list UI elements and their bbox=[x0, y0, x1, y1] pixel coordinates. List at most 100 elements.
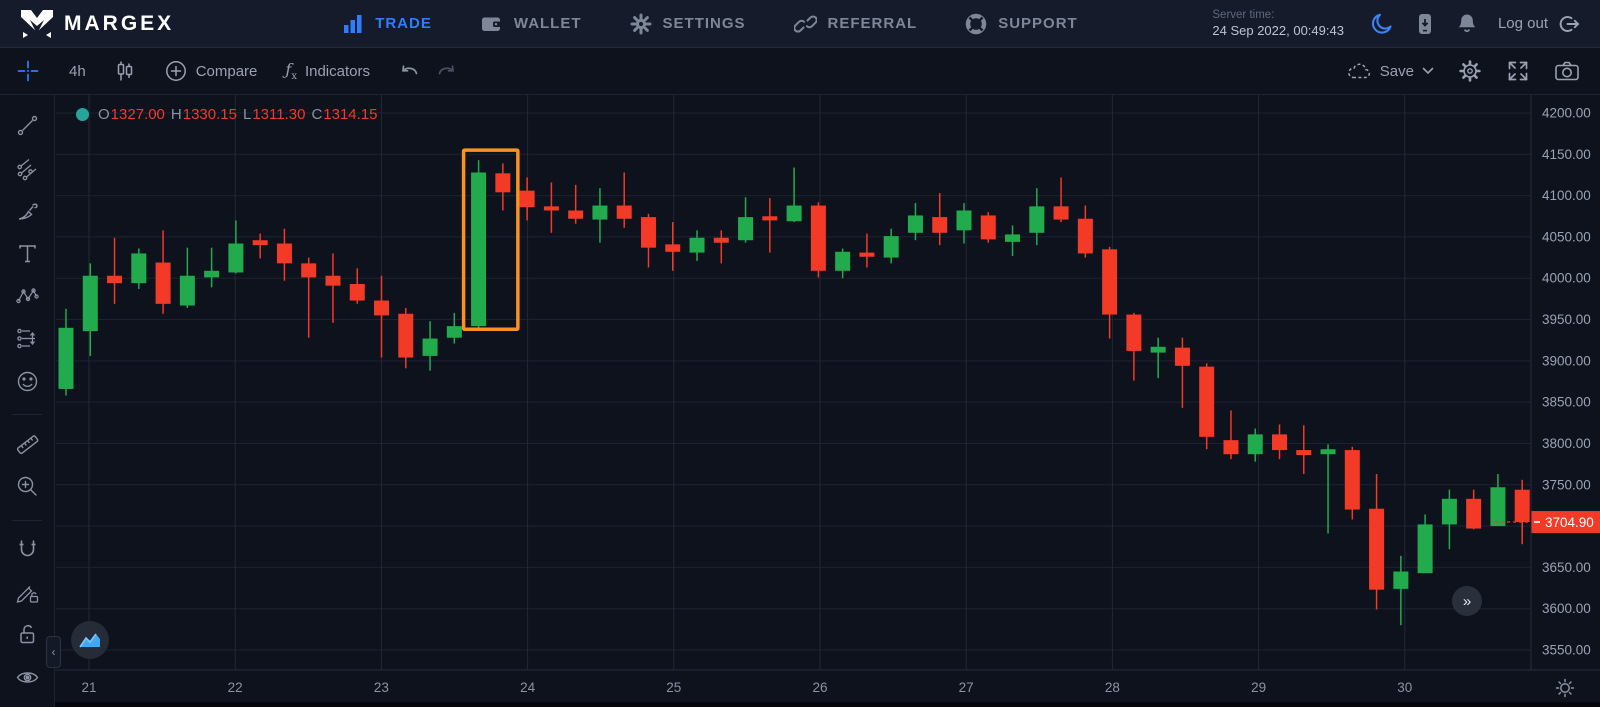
theme-moon-button[interactable] bbox=[1370, 12, 1394, 36]
server-time: Server time: 24 Sep 2022, 00:49:43 bbox=[1212, 9, 1344, 38]
price-tick-label: 4000.00 bbox=[1542, 271, 1591, 286]
candle-body bbox=[325, 275, 341, 286]
bottom-strip bbox=[0, 702, 1600, 707]
time-tick-label: 23 bbox=[374, 680, 389, 695]
logout-icon bbox=[1557, 13, 1580, 35]
candle-body bbox=[1417, 524, 1433, 574]
ohlc-legend: O1327.00 H1330.15 L1311.30 C1314.15 bbox=[76, 106, 384, 123]
server-time-label: Server time: bbox=[1212, 9, 1275, 21]
chart-settings-button[interactable] bbox=[1458, 59, 1482, 83]
candle-body bbox=[762, 216, 778, 221]
nav-item-trade[interactable]: TRADE bbox=[342, 13, 432, 35]
candle-body bbox=[1102, 249, 1118, 315]
candle-body bbox=[859, 252, 875, 257]
compare-button[interactable]: Compare bbox=[164, 59, 257, 83]
candle-body bbox=[82, 275, 98, 332]
undo-button[interactable] bbox=[398, 60, 422, 82]
candle-body bbox=[616, 205, 632, 219]
text-tool[interactable] bbox=[14, 241, 40, 267]
undo-icon bbox=[398, 60, 422, 82]
candle-body bbox=[276, 243, 292, 264]
candle-body bbox=[1466, 498, 1482, 529]
camera-icon bbox=[1554, 60, 1580, 82]
sun-icon bbox=[1554, 677, 1576, 699]
lock-all-button[interactable] bbox=[14, 622, 40, 648]
screenshot-button[interactable] bbox=[1554, 60, 1580, 82]
nav-item-support[interactable]: SUPPORT bbox=[965, 13, 1078, 35]
gann-fibonacci-tool[interactable] bbox=[14, 156, 40, 182]
save-label: Save bbox=[1379, 62, 1414, 80]
zoom-in-tool[interactable] bbox=[14, 474, 40, 500]
chevron-down-icon bbox=[1422, 67, 1434, 75]
open-value: 1327.00 bbox=[110, 106, 165, 123]
fullscreen-button[interactable] bbox=[1506, 59, 1530, 83]
candle-body bbox=[519, 190, 535, 208]
high-value: 1330.15 bbox=[182, 106, 237, 123]
axis-theme-toggle-button[interactable] bbox=[1554, 677, 1576, 699]
candle-body bbox=[1247, 434, 1263, 455]
price-tick-label: 3850.00 bbox=[1542, 395, 1591, 410]
magnet-mode-button[interactable] bbox=[14, 537, 40, 563]
hide-drawings-button[interactable] bbox=[14, 664, 40, 690]
drawing-lock-button[interactable] bbox=[14, 579, 40, 605]
candle-body bbox=[301, 263, 317, 278]
redo-button[interactable] bbox=[434, 60, 458, 82]
compare-plus-icon bbox=[164, 59, 188, 83]
brand[interactable]: MARGEX bbox=[20, 8, 174, 40]
measure-tool[interactable] bbox=[14, 431, 40, 457]
trend-line-tool[interactable] bbox=[14, 113, 40, 139]
candle-body bbox=[1393, 571, 1409, 589]
candle-body bbox=[786, 205, 802, 222]
chart-style-selector[interactable] bbox=[114, 60, 136, 82]
candle-body bbox=[665, 244, 681, 252]
candle-body bbox=[1174, 347, 1190, 366]
expand-right-panel-button[interactable]: » bbox=[1452, 586, 1482, 616]
nav-item-referral[interactable]: REFERRAL bbox=[793, 13, 918, 35]
mobile-download-icon bbox=[1414, 12, 1436, 36]
emoji-tool[interactable] bbox=[14, 369, 40, 395]
tools-divider-2 bbox=[12, 519, 42, 521]
time-tick-label: 28 bbox=[1105, 680, 1120, 695]
xabcd-pattern-tool[interactable] bbox=[14, 284, 40, 310]
fullscreen-icon bbox=[1506, 59, 1530, 83]
close-label: C bbox=[311, 106, 323, 123]
symbol-dot-icon bbox=[76, 108, 89, 121]
candle-body bbox=[713, 237, 729, 243]
nav-item-settings[interactable]: SETTINGS bbox=[630, 13, 746, 35]
lifebuoy-icon bbox=[965, 13, 987, 35]
candle-body bbox=[1053, 206, 1069, 220]
mobile-app-button[interactable] bbox=[1414, 12, 1436, 36]
nav-label-settings: SETTINGS bbox=[662, 15, 746, 32]
last-price-label-bg bbox=[1531, 511, 1600, 534]
brush-tool[interactable] bbox=[14, 198, 40, 224]
nav-item-wallet[interactable]: WALLET bbox=[480, 13, 582, 35]
indicators-button[interactable]: ƒx Indicators bbox=[285, 60, 370, 82]
price-tick-label: 3750.00 bbox=[1542, 477, 1591, 492]
interval-label: 4h bbox=[69, 62, 86, 80]
price-tick-label: 3800.00 bbox=[1542, 436, 1591, 451]
candle-body bbox=[398, 313, 414, 358]
notifications-button[interactable] bbox=[1456, 12, 1478, 35]
candle-body bbox=[1150, 346, 1166, 353]
drawing-tools-sidebar bbox=[0, 95, 55, 707]
wallet-icon bbox=[480, 13, 503, 35]
candle-body bbox=[1296, 450, 1312, 456]
candle-body bbox=[835, 251, 851, 271]
candle-body bbox=[1514, 489, 1530, 523]
projection-tool[interactable] bbox=[14, 326, 40, 352]
gear-icon bbox=[630, 13, 652, 35]
main-nav: TRADE WALLET bbox=[342, 13, 1078, 35]
fx-icon: ƒx bbox=[285, 59, 297, 83]
candlestick-chart[interactable]: 4200.00 4150.00 4100.00 4050.00 4000.00 3950.… bbox=[0, 95, 1600, 707]
watermark-chart-button[interactable] bbox=[71, 621, 109, 659]
top-navbar: MARGEX TRADE bbox=[0, 0, 1600, 48]
candle-body bbox=[883, 236, 899, 258]
candle-body bbox=[471, 172, 487, 327]
interval-selector[interactable]: 4h bbox=[69, 63, 86, 80]
sidebar-collapse-handle[interactable]: ‹ bbox=[46, 636, 61, 668]
crosshair-tool-button[interactable] bbox=[16, 59, 40, 83]
logout-button[interactable]: Log out bbox=[1498, 13, 1580, 35]
candle-body bbox=[932, 217, 948, 233]
save-layout-button[interactable]: Save bbox=[1346, 61, 1434, 81]
